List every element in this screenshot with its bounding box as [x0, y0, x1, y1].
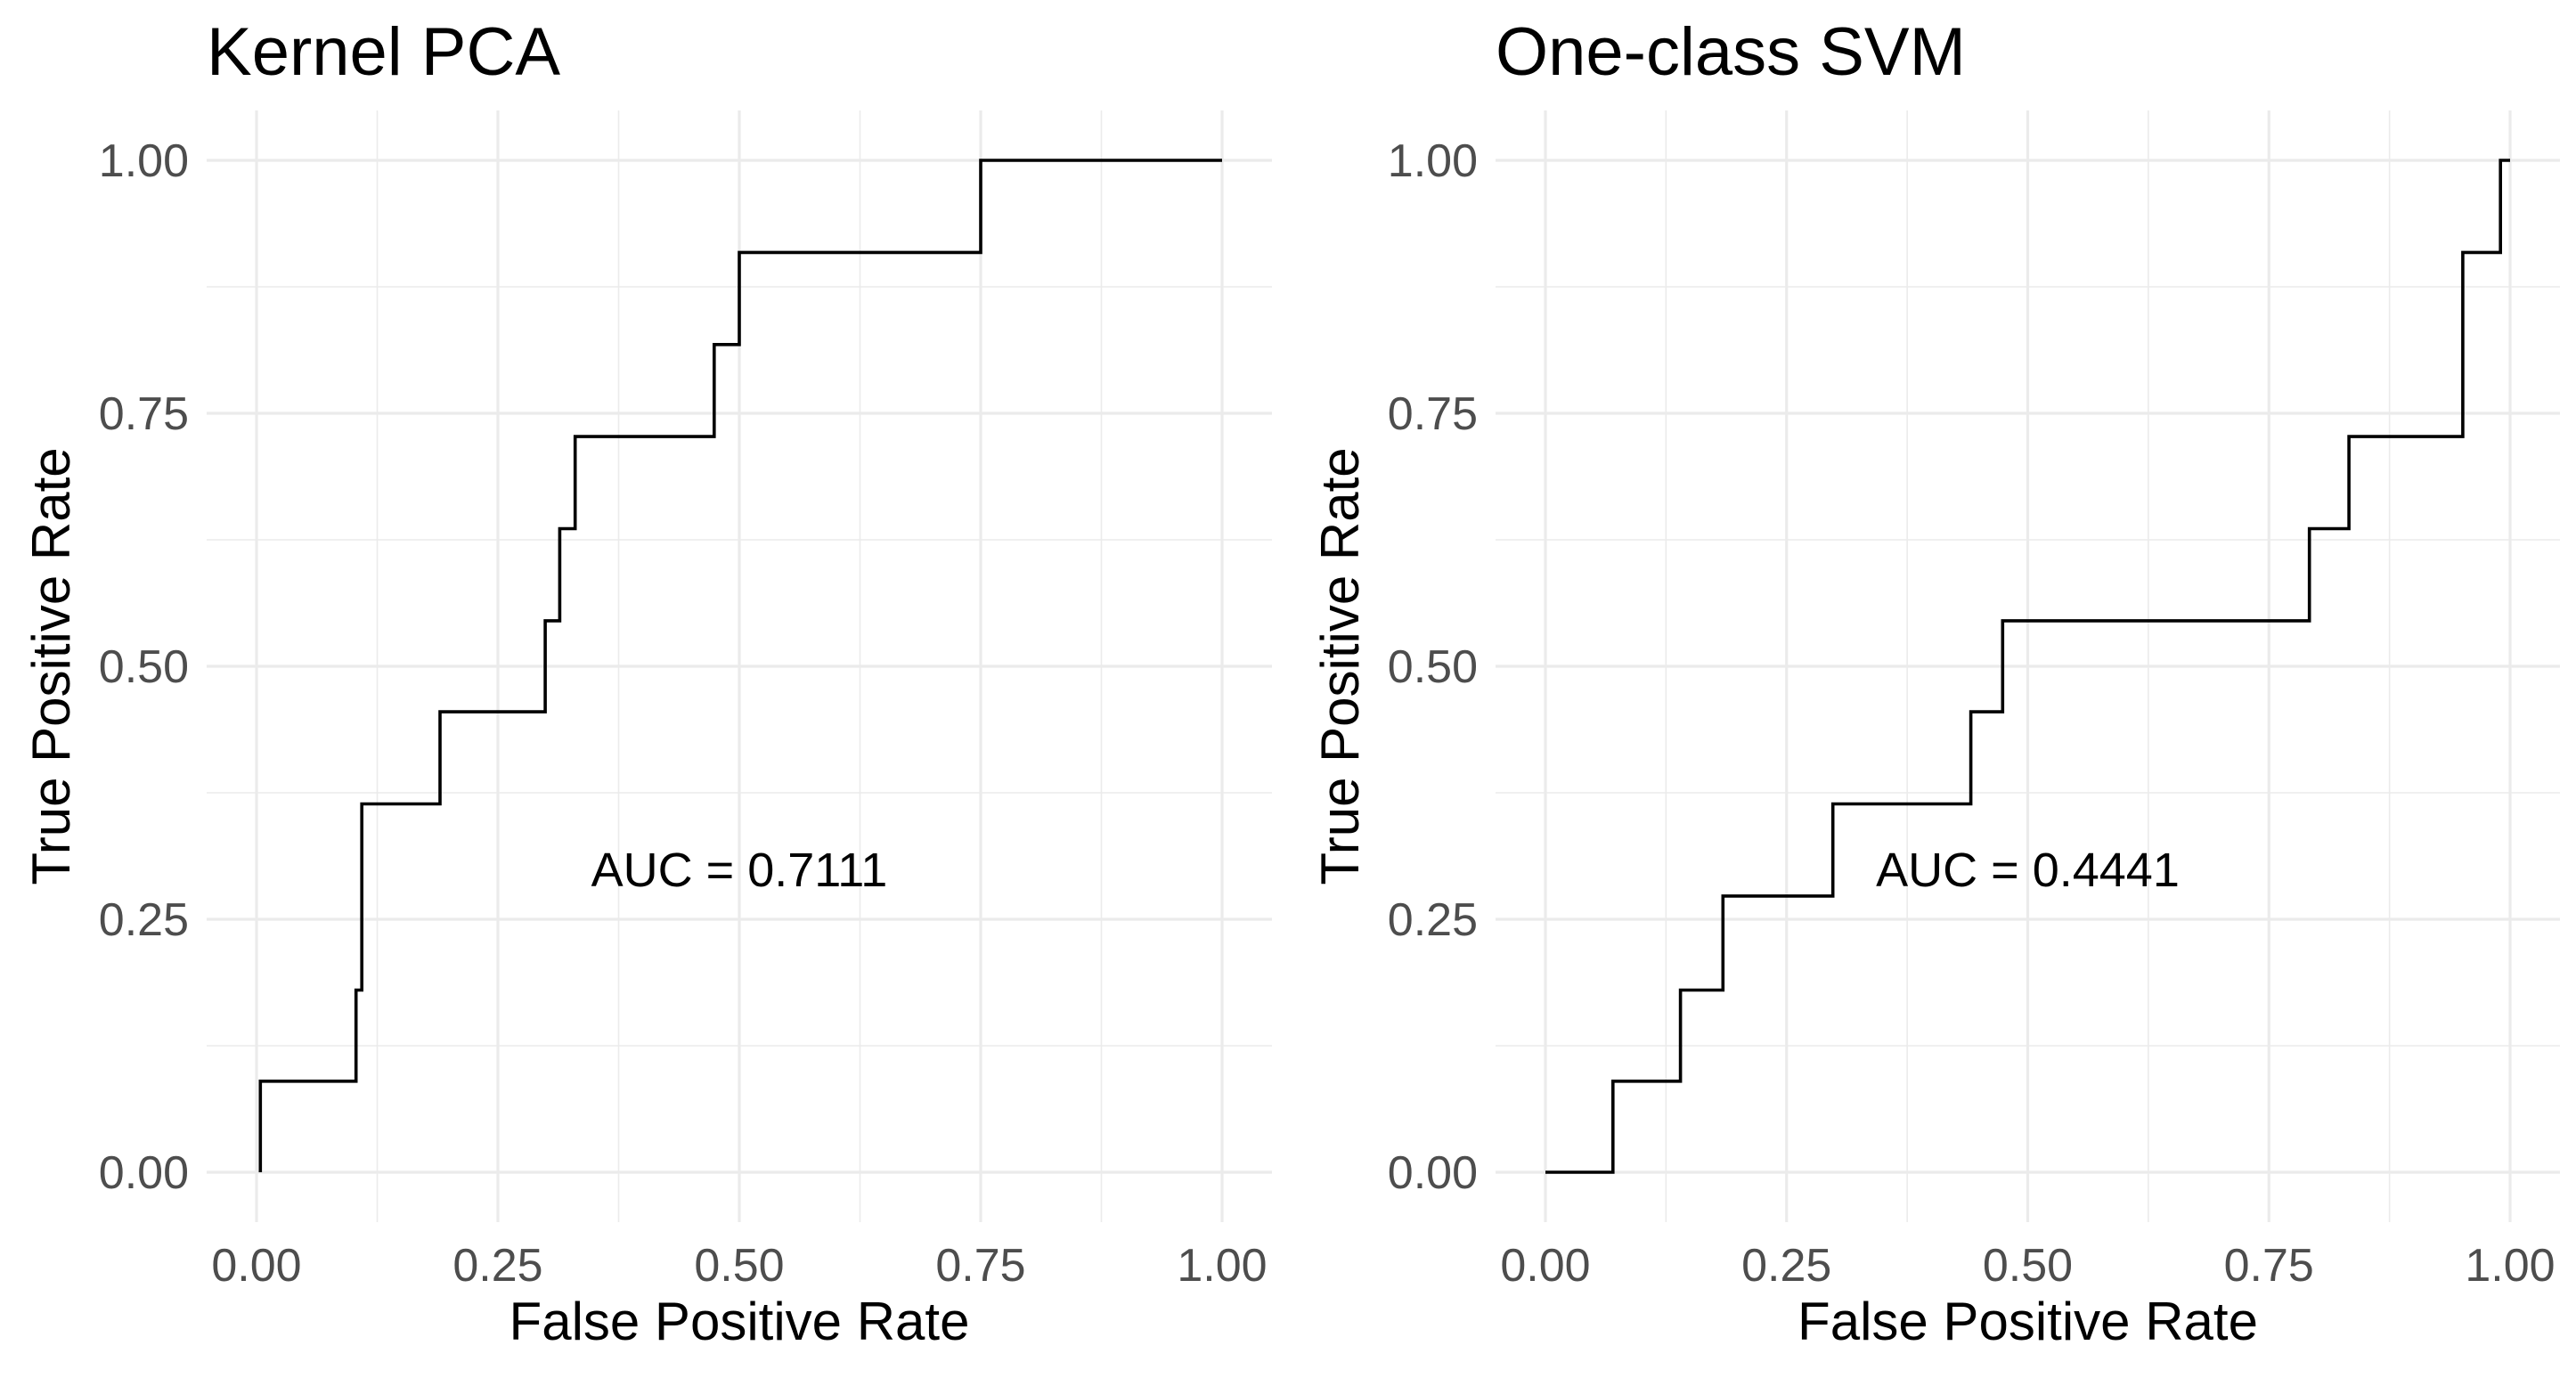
x-tick-label: 0.25 — [1741, 1240, 1831, 1292]
x-tick-label: 0.75 — [2224, 1240, 2314, 1292]
roc-curve — [258, 159, 1222, 1172]
x-tick-labels: 0.00 0.25 0.50 0.75 1.00 — [1500, 1240, 2555, 1292]
y-tick-label: 0.25 — [1388, 894, 1478, 946]
x-tick-label: 1.00 — [2465, 1240, 2555, 1292]
x-tick-label: 0.50 — [1983, 1240, 2073, 1292]
x-tick-labels: 0.00 0.25 0.50 0.75 1.00 — [211, 1240, 1267, 1292]
y-tick-label: 0.50 — [1388, 641, 1478, 693]
y-tick-label: 0.00 — [99, 1147, 189, 1199]
y-tick-labels: 0.00 0.25 0.50 0.75 1.00 — [99, 135, 189, 1199]
y-tick-label: 0.00 — [1388, 1147, 1478, 1199]
panel-background — [0, 0, 1288, 1374]
x-tick-label: 0.50 — [694, 1240, 784, 1292]
auc-annotation: AUC = 0.4441 — [1876, 844, 2180, 897]
y-axis-label: True Positive Rate — [21, 447, 81, 885]
y-tick-label: 0.75 — [1388, 388, 1478, 440]
roc-curve — [1545, 159, 2510, 1174]
y-tick-label: 1.00 — [1388, 135, 1478, 187]
gridlines — [1496, 110, 2560, 1222]
y-axis-label: True Positive Rate — [1310, 447, 1370, 885]
x-tick-label: 0.00 — [1500, 1240, 1590, 1292]
x-axis-label: False Positive Rate — [509, 1292, 970, 1351]
panel-one-class-svm: 0.00 0.25 0.50 0.75 1.00 0.00 0.25 0.50 0.75 1.0… — [1288, 0, 2576, 1374]
y-tick-label: 0.25 — [99, 894, 189, 946]
roc-curve-group — [258, 159, 1222, 1172]
y-tick-label: 1.00 — [99, 135, 189, 187]
auc-annotation: AUC = 0.7111 — [591, 844, 888, 897]
x-axis-label: False Positive Rate — [1797, 1292, 2258, 1351]
gridlines — [207, 110, 1272, 1222]
panel-title: One-class SVM — [1496, 14, 1966, 90]
y-tick-labels: 0.00 0.25 0.50 0.75 1.00 — [1388, 135, 1478, 1199]
panel-kernel-pca: 0.00 0.25 0.50 0.75 1.00 0.00 0.25 0.50 0.75 1.0… — [0, 0, 1288, 1374]
y-tick-label: 0.75 — [99, 388, 189, 440]
roc-curve-group — [1545, 159, 2510, 1174]
panel-background — [1288, 0, 2576, 1374]
x-tick-label: 1.00 — [1177, 1240, 1267, 1292]
x-tick-label: 0.75 — [935, 1240, 1025, 1292]
x-tick-label: 0.00 — [211, 1240, 301, 1292]
y-tick-label: 0.50 — [99, 641, 189, 693]
panel-title: Kernel PCA — [207, 14, 560, 90]
x-tick-label: 0.25 — [452, 1240, 542, 1292]
